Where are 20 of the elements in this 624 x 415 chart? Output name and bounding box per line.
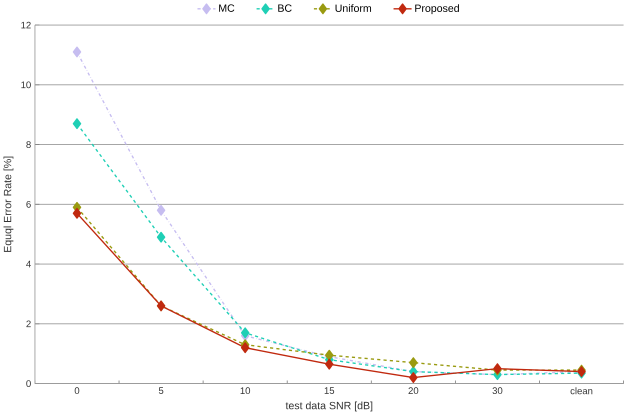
y-tick-label: 10	[21, 82, 31, 88]
x-tick-label: clean	[570, 387, 592, 394]
y-tick-label: 12	[21, 22, 31, 28]
x-tick-label: 15	[324, 387, 334, 394]
legend-label: Proposed	[415, 4, 459, 14]
x-tick-label: 30	[492, 387, 502, 394]
x-axis-title: test data SNR [dB]	[286, 402, 372, 412]
x-tick-label: 5	[158, 387, 164, 394]
y-tick-label: 4	[26, 260, 31, 268]
legend-label: Uniform	[336, 4, 372, 12]
y-tick-label: 2	[26, 320, 31, 328]
legend-label: BC	[278, 4, 292, 12]
x-tick-label: 0	[74, 387, 80, 394]
legend-label: MC	[219, 4, 234, 12]
y-tick-label: 6	[26, 200, 31, 208]
x-tick-label: 10	[240, 387, 250, 394]
y-axis-title: Equql Error Rate [%]	[4, 156, 14, 252]
y-tick-label: 8	[26, 141, 31, 148]
y-tick-label: 0	[26, 380, 31, 387]
x-tick-label: 20	[408, 387, 418, 394]
